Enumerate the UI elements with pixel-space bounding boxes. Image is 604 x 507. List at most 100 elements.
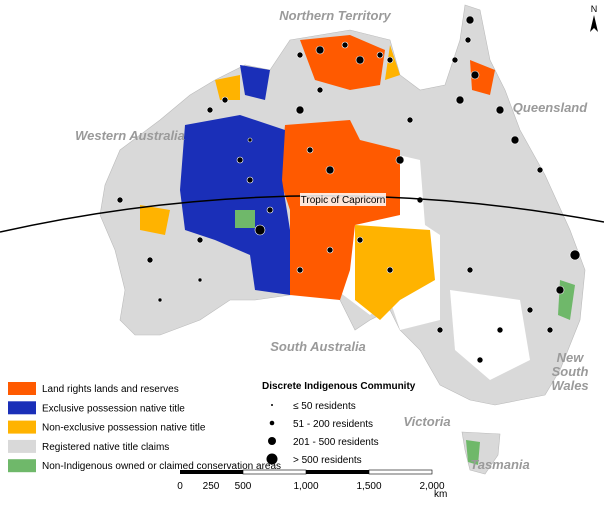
community-dot [510,135,520,145]
region-label: South Australia [270,339,366,354]
community-dot [436,326,444,334]
scale-segment [180,470,243,474]
community-dot [466,266,474,274]
legend-label: Non-Indigenous owned or claimed conserva… [42,461,281,472]
community-dot [325,165,335,175]
scale-label: 1,000 [293,481,318,492]
legend-label: Registered native title claims [42,442,169,453]
community-dot [316,86,324,94]
community-dot [247,137,253,143]
community-dot [495,105,505,115]
legend-title: Discrete Indigenous Community [262,381,416,392]
community-dot [546,326,554,334]
non-exclusive-area [215,75,240,100]
legend-swatch [8,401,36,415]
community-dot [296,266,304,274]
community-dot [386,56,394,64]
region-label: Northern Territory [279,8,391,23]
legend-dot [266,453,278,465]
non-exclusive-area [385,45,400,80]
region-label: South [552,364,589,379]
community-dot [246,176,254,184]
region-label: Queensland [513,100,588,115]
legend-land: Land rights lands and reserves Exclusive … [8,382,281,473]
community-dot [266,206,274,214]
tropic-label: Tropic of Capricorn [301,195,386,206]
community-dot [254,224,266,236]
non-exclusive-area [355,225,435,320]
north-arrow [590,15,598,32]
scale-segment [368,469,433,475]
region-label: Victoria [403,414,450,429]
region-label: Wales [551,378,588,393]
legend-label: 201 - 500 residents [293,437,379,448]
tropic-label-bg [300,193,386,206]
community-dot [386,266,394,274]
community-dot [555,285,565,295]
north-arrow-label: N [591,4,598,14]
community-dot [196,236,204,244]
region-label: Tasmania [470,457,530,472]
legend-dot [268,437,276,445]
community-dot [306,146,314,154]
region-label: Western Australia [75,128,185,143]
land-rights-area [470,60,495,95]
scale-label: 500 [235,481,252,492]
community-dot [496,326,504,334]
legend-swatch [8,439,36,453]
community-dot [296,51,304,59]
community-dot [536,166,544,174]
community-dot [341,41,349,49]
legend-label: 51 - 200 residents [293,419,373,430]
legend-dot [269,420,275,426]
white-area [450,290,530,380]
community-dot [206,106,214,114]
community-dot [197,277,203,283]
scale-label: 1,500 [356,481,381,492]
community-dot [326,246,334,254]
conservation-area [466,440,480,465]
exclusive-title-area [240,65,270,100]
scale-segment [242,469,307,475]
community-dot [116,196,124,204]
community-dot [356,236,364,244]
community-dot [146,256,154,264]
legend-dot [271,404,273,406]
community-dot [295,105,305,115]
community-dot [451,56,459,64]
scale-label: 2,000 [419,481,444,492]
non-exclusive-area [140,205,170,235]
community-dot [470,70,480,80]
community-dot [395,155,405,165]
community-dot [355,55,365,65]
scale-label: 0 [177,481,183,492]
community-dot [526,306,534,314]
legend-label: > 500 residents [293,455,362,466]
community-dot [476,356,484,364]
community-dot [465,15,475,25]
community-dot [406,116,414,124]
community-dot [315,45,325,55]
community-dot [236,156,244,164]
legend-community: Discrete Indigenous Community ≤ 50 resid… [262,381,416,466]
community-dot [221,96,229,104]
legend-swatch [8,382,36,395]
region-label: New [557,350,585,365]
legend-label: Non-exclusive possession native title [42,423,206,434]
land-tenure [140,35,575,465]
community-dot [157,297,163,303]
community-dot [455,95,465,105]
scale-label: 250 [203,481,220,492]
legend-swatch [8,459,36,473]
community-dots [116,15,581,364]
community-dot [464,36,472,44]
legend-swatch [8,420,36,434]
legend-label: Exclusive possession native title [42,403,185,414]
legend-label: Land rights lands and reserves [42,384,179,395]
community-dot [569,249,581,261]
community-dot [416,196,424,204]
community-dot [376,51,384,59]
scale-unit: km [434,489,447,500]
